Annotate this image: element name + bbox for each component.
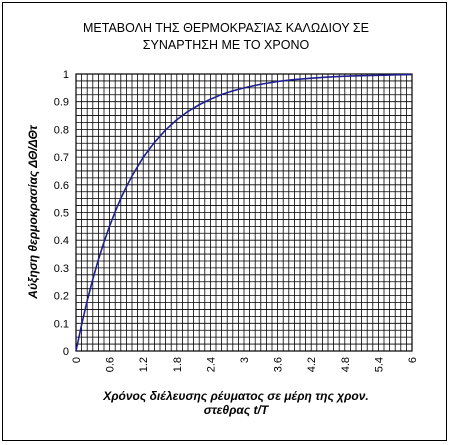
axes-frame	[75, 73, 413, 352]
y-tick-label: 0.2	[54, 291, 69, 303]
x-tick-label: 0	[71, 357, 83, 363]
y-tick-label: 0.9	[54, 97, 69, 109]
y-tick-label: 0.4	[54, 235, 69, 247]
y-tick-label: 1	[63, 69, 69, 81]
x-tick-label: 6	[407, 357, 419, 363]
series-group	[75, 73, 413, 352]
x-axis-label-line-2: στεθρας t/T	[204, 403, 270, 417]
x-tick-label: 0.6	[105, 357, 117, 372]
x-tick-label: 3	[239, 357, 251, 363]
y-tick-label: 0.1	[54, 318, 69, 330]
y-tick-labels: 0 0.1 0.2 0.3 0.4 0.5 0.6 0.7 0.8 0.9 1	[54, 69, 69, 358]
x-tick-labels: 0 0.6 1.2 1.8 2.4 3 3.6 4.2 4.8 5.4 6	[71, 357, 419, 372]
chart-title-line-2: ΣΥΝΑΡΤΗΣΗ ΜΕ ΤΟ ΧΡΟΝΟ	[143, 38, 310, 52]
y-axis-label: Αύξηση θερμοκρασίας ΔΘ/ΔΘτ	[26, 124, 40, 300]
series-line	[75, 73, 413, 352]
x-tick-label: 4.8	[340, 357, 352, 372]
x-axis-label-line-1: Χρόνος διέλευσης ρέυματος σε μέρη της χρ…	[102, 389, 368, 403]
y-tick-label: 0.5	[54, 208, 69, 220]
x-tick-label: 3.6	[273, 357, 285, 372]
x-tick-label: 2.4	[205, 357, 217, 372]
x-tick-label: 1.2	[138, 357, 150, 372]
y-tick-label: 0.6	[54, 180, 69, 192]
y-tick-label: 0.3	[54, 263, 69, 275]
chart-title-line-1: ΜΕΤΑΒΟΛΗ ΤΗΣ ΘΕΡΜΟΚΡΑΣΊΑΣ ΚΑΛΩΔΙΟΥ ΣΕ	[83, 21, 369, 35]
x-tick-label: 1.8	[172, 357, 184, 372]
y-tick-label: 0.7	[54, 152, 69, 164]
y-tick-label: 0.8	[54, 124, 69, 136]
axes	[75, 73, 413, 352]
grid-lines	[75, 73, 413, 352]
y-tick-label: 0	[63, 346, 69, 358]
x-tick-label: 5.4	[373, 357, 385, 372]
x-tick-label: 4.2	[306, 357, 318, 372]
